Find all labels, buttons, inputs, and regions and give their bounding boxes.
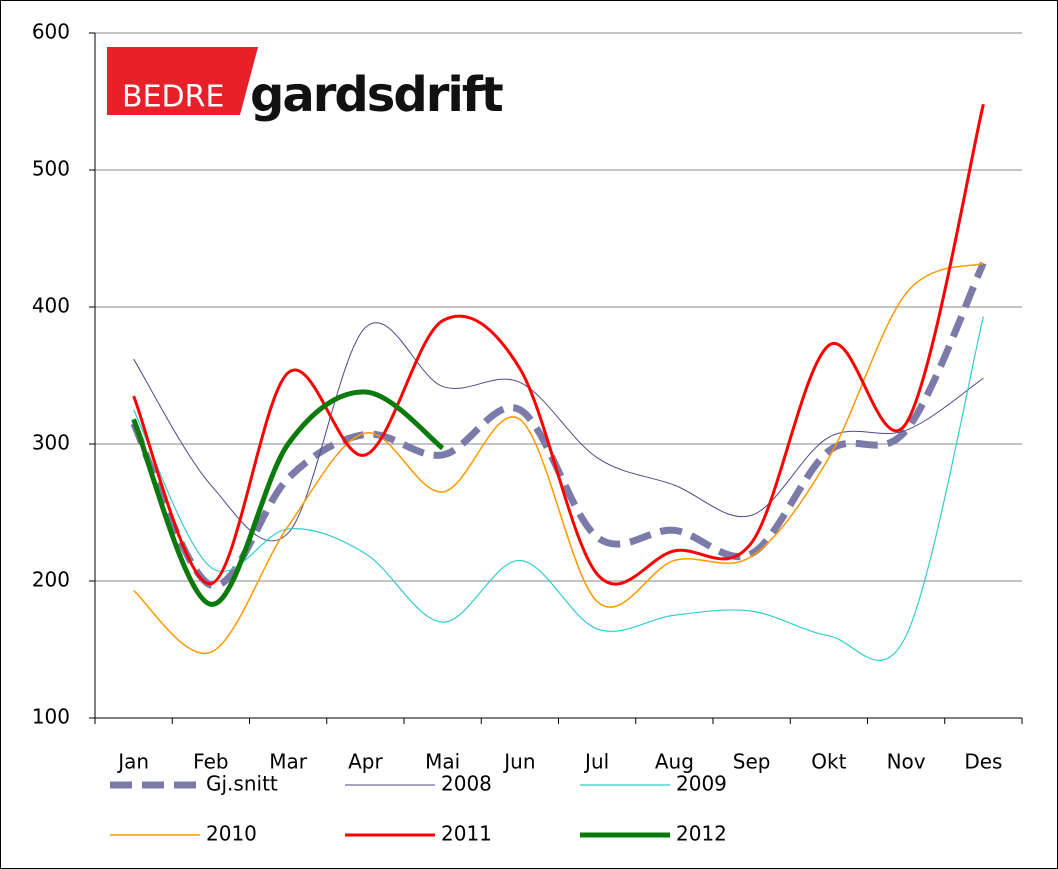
line xyxy=(132,103,985,586)
x-tick-label: Des xyxy=(964,750,1002,774)
x-tick-label: Sep xyxy=(733,750,771,774)
x-tick-label: Feb xyxy=(193,750,228,774)
legend-label: 2008 xyxy=(441,772,492,796)
legend-label: Gj.snitt xyxy=(206,772,278,796)
x-tick-label: Aug xyxy=(655,750,694,774)
x-tick-label: Apr xyxy=(348,750,383,774)
line xyxy=(131,389,445,607)
x-tick-label: Jun xyxy=(502,750,535,774)
y-tick-label: 300 xyxy=(32,431,70,455)
y-tick-label: 500 xyxy=(32,157,70,181)
legend-label: 2010 xyxy=(206,822,257,846)
logo-text: BEDRE xyxy=(122,80,224,115)
y-tick-label: 200 xyxy=(32,568,70,592)
x-tick-label: Jul xyxy=(583,750,609,774)
line xyxy=(133,322,984,542)
x-tick-label: Mar xyxy=(269,750,308,774)
logo-badge xyxy=(107,47,258,115)
x-tick-label: Nov xyxy=(887,750,926,774)
logo-text: gardsdrift xyxy=(250,67,503,123)
legend-label: 2011 xyxy=(441,822,492,846)
x-tick-label: Mai xyxy=(425,750,460,774)
x-tick-label: Okt xyxy=(811,750,846,774)
line xyxy=(133,262,984,655)
y-tick-label: 600 xyxy=(32,20,70,44)
line xyxy=(133,316,984,661)
y-tick-label: 400 xyxy=(32,294,70,318)
legend-label: 2012 xyxy=(676,822,727,846)
legend-label: 2009 xyxy=(676,772,727,796)
x-tick-label: Jan xyxy=(116,750,149,774)
y-tick-label: 100 xyxy=(32,705,70,729)
